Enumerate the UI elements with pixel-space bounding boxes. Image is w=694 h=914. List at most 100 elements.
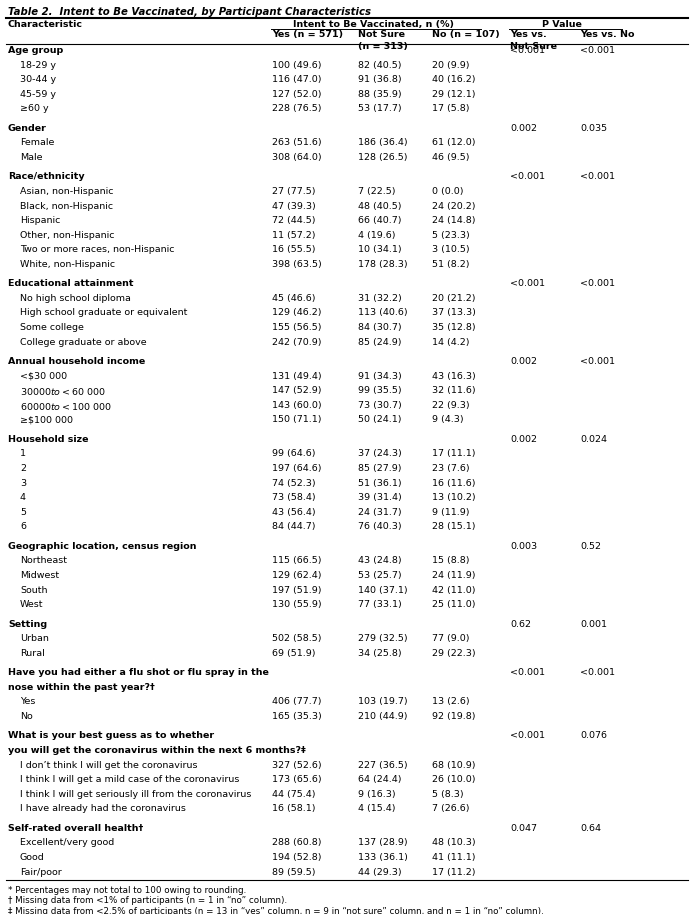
Text: No: No — [20, 712, 33, 721]
Text: 3 (10.5): 3 (10.5) — [432, 245, 470, 254]
Text: Rural: Rural — [20, 649, 44, 658]
Text: 5 (23.3): 5 (23.3) — [432, 230, 470, 239]
Text: 77 (9.0): 77 (9.0) — [432, 634, 470, 643]
Text: 42 (11.0): 42 (11.0) — [432, 586, 475, 595]
Text: 129 (62.4): 129 (62.4) — [272, 571, 321, 580]
Text: 37 (24.3): 37 (24.3) — [358, 450, 402, 459]
Text: 116 (47.0): 116 (47.0) — [272, 75, 321, 84]
Text: 25 (11.0): 25 (11.0) — [432, 600, 475, 609]
Text: 44 (29.3): 44 (29.3) — [358, 867, 402, 877]
Text: <0.001: <0.001 — [580, 280, 615, 288]
Text: 85 (27.9): 85 (27.9) — [358, 464, 402, 473]
Text: <0.001: <0.001 — [510, 731, 545, 740]
Text: 0.076: 0.076 — [580, 731, 607, 740]
Text: 197 (64.6): 197 (64.6) — [272, 464, 321, 473]
Text: P Value: P Value — [541, 20, 582, 29]
Text: 68 (10.9): 68 (10.9) — [432, 760, 475, 770]
Text: 3: 3 — [20, 479, 26, 488]
Text: 0.002: 0.002 — [510, 123, 537, 133]
Text: Characteristic: Characteristic — [8, 20, 83, 29]
Text: 89 (59.5): 89 (59.5) — [272, 867, 316, 877]
Text: South: South — [20, 586, 47, 595]
Text: Good: Good — [20, 853, 44, 862]
Text: Yes (n = 571): Yes (n = 571) — [272, 30, 343, 39]
Text: 10 (34.1): 10 (34.1) — [358, 245, 402, 254]
Text: Educational attainment: Educational attainment — [8, 280, 133, 288]
Text: 76 (40.3): 76 (40.3) — [358, 523, 402, 531]
Text: 150 (71.1): 150 (71.1) — [272, 416, 321, 424]
Text: 113 (40.6): 113 (40.6) — [358, 309, 407, 317]
Text: 37 (13.3): 37 (13.3) — [432, 309, 476, 317]
Text: Female: Female — [20, 138, 54, 147]
Text: 48 (40.5): 48 (40.5) — [358, 202, 402, 210]
Text: 73 (58.4): 73 (58.4) — [272, 494, 316, 502]
Text: Age group: Age group — [8, 46, 63, 55]
Text: 0.003: 0.003 — [510, 542, 537, 551]
Text: 17 (11.1): 17 (11.1) — [432, 450, 475, 459]
Text: No (n = 107): No (n = 107) — [432, 30, 500, 39]
Text: Self-rated overall health†: Self-rated overall health† — [8, 824, 143, 833]
Text: 16 (11.6): 16 (11.6) — [432, 479, 475, 488]
Text: 85 (24.9): 85 (24.9) — [358, 337, 402, 346]
Text: 242 (70.9): 242 (70.9) — [272, 337, 321, 346]
Text: 129 (46.2): 129 (46.2) — [272, 309, 321, 317]
Text: Black, non-Hispanic: Black, non-Hispanic — [20, 202, 113, 210]
Text: 502 (58.5): 502 (58.5) — [272, 634, 321, 643]
Text: 84 (30.7): 84 (30.7) — [358, 323, 402, 332]
Text: 186 (36.4): 186 (36.4) — [358, 138, 407, 147]
Text: Table 2.  Intent to Be Vaccinated, by Participant Characteristics: Table 2. Intent to Be Vaccinated, by Par… — [8, 7, 371, 17]
Text: 308 (64.0): 308 (64.0) — [272, 153, 321, 162]
Text: Two or more races, non-Hispanic: Two or more races, non-Hispanic — [20, 245, 174, 254]
Text: 92 (19.8): 92 (19.8) — [432, 712, 475, 721]
Text: 0.001: 0.001 — [580, 620, 607, 629]
Text: 51 (8.2): 51 (8.2) — [432, 260, 470, 269]
Text: 279 (32.5): 279 (32.5) — [358, 634, 407, 643]
Text: 17 (11.2): 17 (11.2) — [432, 867, 475, 877]
Text: College graduate or above: College graduate or above — [20, 337, 146, 346]
Text: High school graduate or equivalent: High school graduate or equivalent — [20, 309, 187, 317]
Text: 43 (24.8): 43 (24.8) — [358, 557, 402, 566]
Text: 40 (16.2): 40 (16.2) — [432, 75, 475, 84]
Text: 15 (8.8): 15 (8.8) — [432, 557, 470, 566]
Text: Some college: Some college — [20, 323, 84, 332]
Text: Have you had either a flu shot or flu spray in the: Have you had either a flu shot or flu sp… — [8, 668, 269, 677]
Text: 9 (16.3): 9 (16.3) — [358, 790, 396, 799]
Text: 69 (51.9): 69 (51.9) — [272, 649, 316, 658]
Text: † Missing data from <1% of participants (n = 1 in “no” column).: † Missing data from <1% of participants … — [8, 897, 287, 906]
Text: Household size: Household size — [8, 435, 89, 444]
Text: Midwest: Midwest — [20, 571, 59, 580]
Text: 53 (17.7): 53 (17.7) — [358, 104, 402, 113]
Text: <0.001: <0.001 — [580, 668, 615, 677]
Text: Northeast: Northeast — [20, 557, 67, 566]
Text: 45-59 y: 45-59 y — [20, 90, 56, 99]
Text: 31 (32.2): 31 (32.2) — [358, 294, 402, 303]
Text: 23 (7.6): 23 (7.6) — [432, 464, 470, 473]
Text: 194 (52.8): 194 (52.8) — [272, 853, 321, 862]
Text: 9 (11.9): 9 (11.9) — [432, 508, 470, 516]
Text: <0.001: <0.001 — [580, 357, 615, 367]
Text: 2: 2 — [20, 464, 26, 473]
Text: 7 (26.6): 7 (26.6) — [432, 804, 470, 813]
Text: 4: 4 — [20, 494, 26, 502]
Text: 72 (44.5): 72 (44.5) — [272, 216, 316, 225]
Text: Hispanic: Hispanic — [20, 216, 60, 225]
Text: 43 (56.4): 43 (56.4) — [272, 508, 316, 516]
Text: West: West — [20, 600, 44, 609]
Text: 74 (52.3): 74 (52.3) — [272, 479, 316, 488]
Text: $30 000 to <$60 000: $30 000 to <$60 000 — [20, 387, 106, 398]
Text: 1: 1 — [20, 450, 26, 459]
Text: you will get the coronavirus within the next 6 months?‡: you will get the coronavirus within the … — [8, 746, 306, 755]
Text: <0.001: <0.001 — [510, 46, 545, 55]
Text: 406 (77.7): 406 (77.7) — [272, 697, 321, 707]
Text: <0.001: <0.001 — [510, 668, 545, 677]
Text: 47 (39.3): 47 (39.3) — [272, 202, 316, 210]
Text: 14 (4.2): 14 (4.2) — [432, 337, 470, 346]
Text: <$30 000: <$30 000 — [20, 372, 67, 381]
Text: 178 (28.3): 178 (28.3) — [358, 260, 407, 269]
Text: 210 (44.9): 210 (44.9) — [358, 712, 407, 721]
Text: 32 (11.6): 32 (11.6) — [432, 387, 475, 395]
Text: 263 (51.6): 263 (51.6) — [272, 138, 321, 147]
Text: 0.002: 0.002 — [510, 357, 537, 367]
Text: 0.024: 0.024 — [580, 435, 607, 444]
Text: 100 (49.6): 100 (49.6) — [272, 60, 321, 69]
